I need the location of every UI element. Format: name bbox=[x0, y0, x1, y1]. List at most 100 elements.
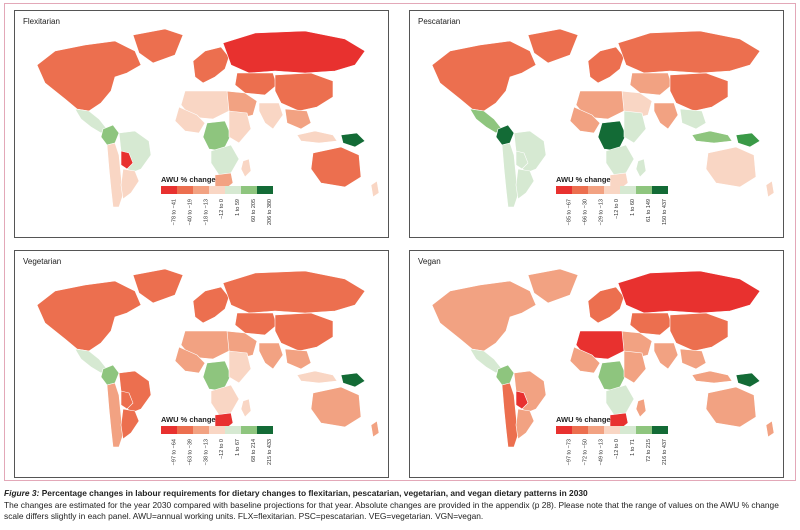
panel-title: Flexitarian bbox=[23, 17, 60, 26]
region-southern-africa bbox=[605, 384, 635, 416]
region-south-america-west bbox=[501, 142, 519, 208]
region-southeast-asia bbox=[679, 108, 707, 130]
region-southern-africa bbox=[210, 144, 240, 176]
region-indonesia bbox=[296, 370, 338, 384]
legend-label: 150 to 437 bbox=[662, 199, 668, 225]
region-bolivia bbox=[515, 150, 529, 170]
region-east-africa bbox=[228, 110, 252, 144]
legend-swatches bbox=[556, 186, 668, 194]
region-europe bbox=[192, 286, 230, 324]
region-southeast-asia bbox=[284, 108, 312, 130]
legend-title: AWU % change bbox=[556, 415, 611, 424]
region-bolivia bbox=[120, 390, 134, 410]
region-central-america bbox=[74, 348, 108, 374]
legend-swatch bbox=[556, 426, 572, 434]
region-west-africa bbox=[569, 106, 601, 134]
legend-title: AWU % change bbox=[161, 175, 216, 184]
region-india bbox=[653, 102, 679, 130]
legend-swatch bbox=[588, 186, 604, 194]
legend-label: 215 to 433 bbox=[267, 439, 273, 465]
legend-swatch bbox=[604, 426, 620, 434]
legend-swatch bbox=[620, 186, 636, 194]
region-southern-africa bbox=[605, 144, 635, 176]
region-png bbox=[735, 132, 761, 148]
region-china bbox=[274, 312, 334, 352]
region-china bbox=[669, 312, 729, 352]
region-greenland bbox=[527, 28, 579, 64]
region-russia bbox=[222, 30, 366, 74]
legend-swatch bbox=[604, 186, 620, 194]
region-madagascar bbox=[240, 398, 252, 418]
region-australia bbox=[310, 146, 362, 188]
legend-swatch bbox=[193, 186, 209, 194]
legend-swatch bbox=[177, 186, 193, 194]
legend-swatches bbox=[161, 186, 273, 194]
region-png bbox=[340, 372, 366, 388]
legend: AWU % change −97 to −73 −72 to −50 −49 to −… bbox=[556, 415, 686, 475]
region-east-africa bbox=[623, 110, 647, 144]
world-map bbox=[36, 28, 380, 208]
legend-swatch bbox=[225, 426, 241, 434]
region-west-africa bbox=[569, 346, 601, 374]
region-india bbox=[258, 342, 284, 370]
region-india bbox=[258, 102, 284, 130]
legend-swatch bbox=[572, 426, 588, 434]
region-west-africa bbox=[174, 346, 206, 374]
figure-caption-text: The changes are estimated for the year 2… bbox=[4, 499, 779, 522]
region-central-asia bbox=[629, 72, 673, 96]
region-greenland bbox=[132, 268, 184, 304]
region-nz bbox=[765, 180, 775, 198]
legend-swatch bbox=[257, 186, 273, 194]
region-central-america bbox=[74, 108, 108, 134]
region-greenland bbox=[527, 268, 579, 304]
legend-swatch bbox=[257, 426, 273, 434]
region-greenland bbox=[132, 28, 184, 64]
region-australia bbox=[705, 386, 757, 428]
region-png bbox=[735, 372, 761, 388]
panel-title: Vegetarian bbox=[23, 257, 62, 266]
region-south-america-west bbox=[106, 142, 124, 208]
world-map bbox=[431, 268, 775, 448]
region-southeast-asia bbox=[679, 348, 707, 370]
panel-title: Vegan bbox=[418, 257, 441, 266]
legend: AWU % change −78 to −41 −40 to −19 −18 to −… bbox=[161, 175, 291, 235]
region-east-africa bbox=[623, 350, 647, 384]
legend-swatch bbox=[652, 426, 668, 434]
region-southeast-asia bbox=[284, 348, 312, 370]
region-north-america bbox=[431, 280, 537, 352]
legend-swatch bbox=[161, 186, 177, 194]
region-bolivia bbox=[120, 150, 134, 170]
region-europe bbox=[587, 46, 625, 84]
map-panel-vegan: Vegan AWU % change −97 to −73 −72 to −50 −49… bbox=[409, 250, 784, 478]
panel-title: Pescatarian bbox=[418, 17, 461, 26]
region-southern-africa bbox=[210, 384, 240, 416]
legend-swatch bbox=[209, 186, 225, 194]
region-south-america bbox=[120, 408, 140, 440]
region-west-africa bbox=[174, 106, 206, 134]
region-png bbox=[340, 132, 366, 148]
figure-caption: Figure 3: Percentage changes in labour r… bbox=[4, 488, 796, 523]
region-nz bbox=[370, 420, 380, 438]
region-south-america bbox=[515, 168, 535, 200]
legend-swatch bbox=[652, 186, 668, 194]
legend-title: AWU % change bbox=[556, 175, 611, 184]
region-central-asia bbox=[234, 312, 278, 336]
legend-swatches bbox=[161, 426, 273, 434]
map-panel-vegetarian: Vegetarian AWU % change −97 to −64 −63 to −… bbox=[14, 250, 389, 478]
region-china bbox=[669, 72, 729, 112]
region-nz bbox=[370, 180, 380, 198]
region-central-asia bbox=[629, 312, 673, 336]
region-india bbox=[653, 342, 679, 370]
legend: AWU % change −85 to −67 −66 to −30 −29 to −… bbox=[556, 175, 686, 235]
region-central-america bbox=[469, 348, 503, 374]
region-east-africa bbox=[228, 350, 252, 384]
region-north-africa bbox=[575, 90, 625, 120]
region-madagascar bbox=[635, 158, 647, 178]
legend-swatch bbox=[241, 186, 257, 194]
world-map bbox=[36, 268, 380, 448]
legend-swatch bbox=[177, 426, 193, 434]
region-north-america bbox=[36, 40, 142, 112]
